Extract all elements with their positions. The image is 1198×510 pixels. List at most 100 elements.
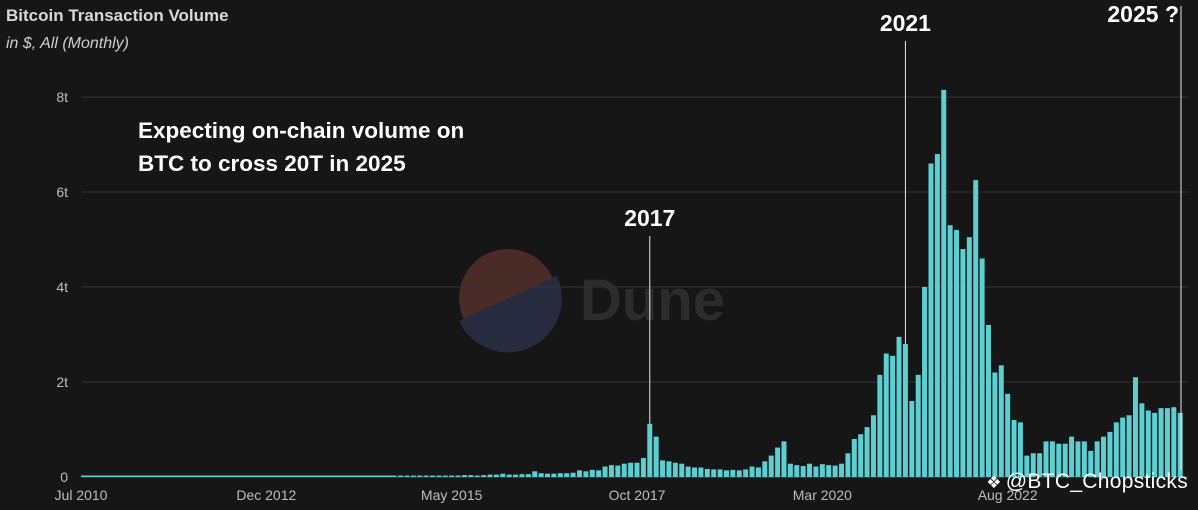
chart-bar xyxy=(813,466,819,477)
chart-bar xyxy=(800,466,806,477)
chart-bar xyxy=(743,469,749,477)
chart-bar xyxy=(487,474,493,477)
chart-bar xyxy=(468,475,474,477)
chart-bar xyxy=(417,475,423,477)
chart-bar xyxy=(455,475,461,477)
chart-bar xyxy=(442,475,448,477)
x-tick-label: Mar 2020 xyxy=(793,487,852,503)
y-tick-label: 6t xyxy=(56,184,68,200)
chart-bar xyxy=(934,154,940,477)
y-tick-label: 0 xyxy=(60,469,68,485)
chart-bar xyxy=(704,468,710,477)
chart-bar xyxy=(870,415,876,477)
credit-handle-text: @BTC_Chopsticks xyxy=(1005,470,1188,493)
chart-bar xyxy=(398,475,404,477)
chart-bar xyxy=(768,455,774,477)
chart-bar xyxy=(474,475,480,477)
chart-bar xyxy=(672,462,678,477)
annotation-line-1: Expecting on-chain volume on xyxy=(138,118,465,143)
chart-bar xyxy=(404,475,410,477)
chart-bar xyxy=(423,475,429,477)
chart-bar xyxy=(819,464,825,477)
chart-bar xyxy=(1126,415,1132,477)
chart-bar xyxy=(839,463,844,477)
x-tick-label: Oct 2017 xyxy=(609,487,666,503)
chart-bar xyxy=(1088,450,1094,477)
chart-bar xyxy=(621,463,627,477)
chart-bar xyxy=(749,466,755,477)
chart-bar xyxy=(602,466,608,477)
chart-bar xyxy=(1113,422,1119,477)
chart-bar xyxy=(845,453,851,477)
chart-bar xyxy=(679,463,685,477)
event-label: 2017 xyxy=(624,205,675,231)
chart-bar xyxy=(1094,441,1100,477)
chart-annotation: Expecting on-chain volume on BTC to cros… xyxy=(138,114,598,180)
chart-bar xyxy=(941,89,947,477)
chart-bar xyxy=(832,465,838,477)
chart-bar xyxy=(608,465,614,477)
chart-bar xyxy=(762,461,768,477)
chart-bar xyxy=(851,439,857,477)
chart-title: Bitcoin Transaction Volume xyxy=(6,6,229,25)
chart-bar xyxy=(1037,453,1043,477)
chart-bar xyxy=(532,471,538,477)
chart-bar xyxy=(1005,393,1011,477)
watermark-text: Dune xyxy=(580,268,725,333)
chart-bar xyxy=(1056,443,1062,477)
annotation-line-2: BTC to cross 20T in 2025 xyxy=(138,151,406,176)
chart-bar xyxy=(698,467,704,477)
chart-bar xyxy=(628,462,634,477)
chart-bar xyxy=(481,475,487,477)
chart-bar xyxy=(1049,441,1055,477)
chart-bar xyxy=(736,470,742,477)
chart-bar xyxy=(915,374,921,477)
chart-bar xyxy=(615,465,621,477)
y-tick-label: 8t xyxy=(56,89,68,105)
chart-bar xyxy=(787,463,793,477)
chart-bar xyxy=(1081,441,1087,477)
chart-bar xyxy=(979,258,985,477)
chart-bar xyxy=(1164,408,1170,477)
chart-bar xyxy=(794,465,800,477)
chart-bar xyxy=(947,225,953,477)
chart-bar xyxy=(966,237,972,477)
chart-bar xyxy=(410,475,416,477)
chart-bar xyxy=(986,325,991,477)
chart-bar xyxy=(506,474,512,477)
chart-bar xyxy=(807,463,813,477)
chart-bar xyxy=(877,374,883,477)
chart-bar xyxy=(954,230,960,477)
chart-bar xyxy=(557,473,563,477)
chart-bar xyxy=(500,473,506,477)
chart-bar xyxy=(1069,436,1075,477)
chart-bar xyxy=(973,180,979,477)
chart-bar xyxy=(1145,410,1151,477)
chart-bar xyxy=(864,427,870,477)
chart-bar xyxy=(391,475,397,477)
chart-bar xyxy=(640,458,646,477)
chart-bar xyxy=(711,469,717,477)
chart-bar xyxy=(564,473,570,477)
chart-bar xyxy=(493,474,499,477)
chart-bar xyxy=(666,461,672,477)
y-tick-label: 4t xyxy=(56,279,68,295)
x-tick-label: Aug 2022 xyxy=(978,487,1038,503)
chart-bar xyxy=(583,471,589,477)
chart-bar xyxy=(1043,441,1049,477)
chart-bar xyxy=(902,344,908,477)
chart-bar xyxy=(723,470,729,477)
chart-bar xyxy=(647,423,653,477)
chart-bar xyxy=(449,475,455,477)
chart-bar xyxy=(1171,407,1177,477)
chart-bar xyxy=(1062,443,1068,477)
chart-bar xyxy=(551,473,557,477)
chart-bar xyxy=(1152,412,1158,477)
chart-bar xyxy=(858,434,864,477)
chart-bar xyxy=(928,163,934,477)
chart-bar xyxy=(781,441,787,477)
dune-logo-lower-half xyxy=(459,276,562,353)
x-tick-label: Dec 2012 xyxy=(236,487,296,503)
chart-bar xyxy=(596,470,602,477)
